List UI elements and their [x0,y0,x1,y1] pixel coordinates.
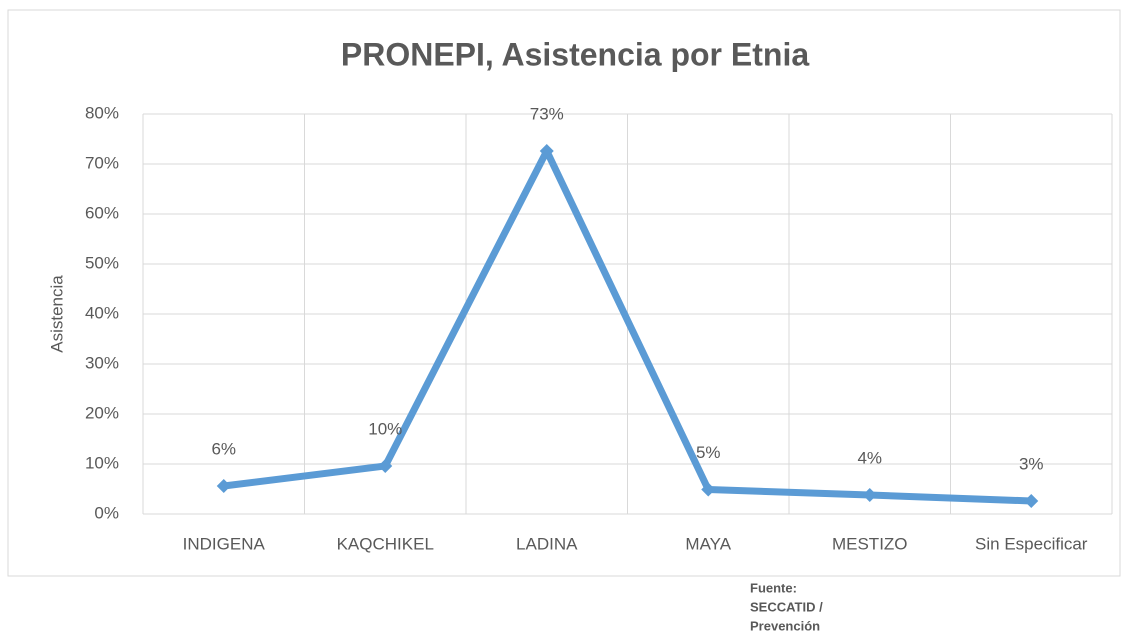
marker [701,482,716,497]
y-tick-label: 60% [85,203,119,222]
marker [216,479,231,493]
data-label: 3% [1019,454,1044,473]
x-tick-label: MESTIZO [832,534,908,553]
x-tick-label: KAQCHIKEL [337,534,434,553]
line [220,147,1035,505]
chart-frame [7,9,1121,577]
y-tick-label: 70% [85,153,119,172]
x-tick-label: INDIGENA [183,534,266,553]
marker [1024,494,1039,508]
y-tick-label: 30% [85,353,119,372]
y-tick-label: 80% [85,103,119,122]
y-axis-label: Asistencia [47,275,66,353]
x-tick-label: LADINA [516,534,578,553]
marker [539,144,554,158]
marker [862,488,877,502]
x-tick-label: Sin Especificar [975,534,1088,553]
data-label: 4% [857,448,882,467]
x-tick-label: MAYA [685,534,731,553]
y-tick-label: 40% [85,303,119,322]
source-line: Prevención [750,618,820,633]
data-label: 10% [368,419,402,438]
data-label: 5% [696,443,721,462]
y-tick-label: 0% [94,503,119,522]
chart-title: PRONEPI, Asistencia por Etnia [341,36,809,72]
data-label: 6% [211,439,236,458]
y-tick-label: 10% [85,453,119,472]
marker [378,459,393,473]
y-tick-label: 50% [85,253,119,272]
source-line: Fuente: [750,580,797,595]
data-label: 73% [530,104,564,123]
y-tick-label: 20% [85,403,119,422]
source-line: SECCATID / [750,599,823,614]
